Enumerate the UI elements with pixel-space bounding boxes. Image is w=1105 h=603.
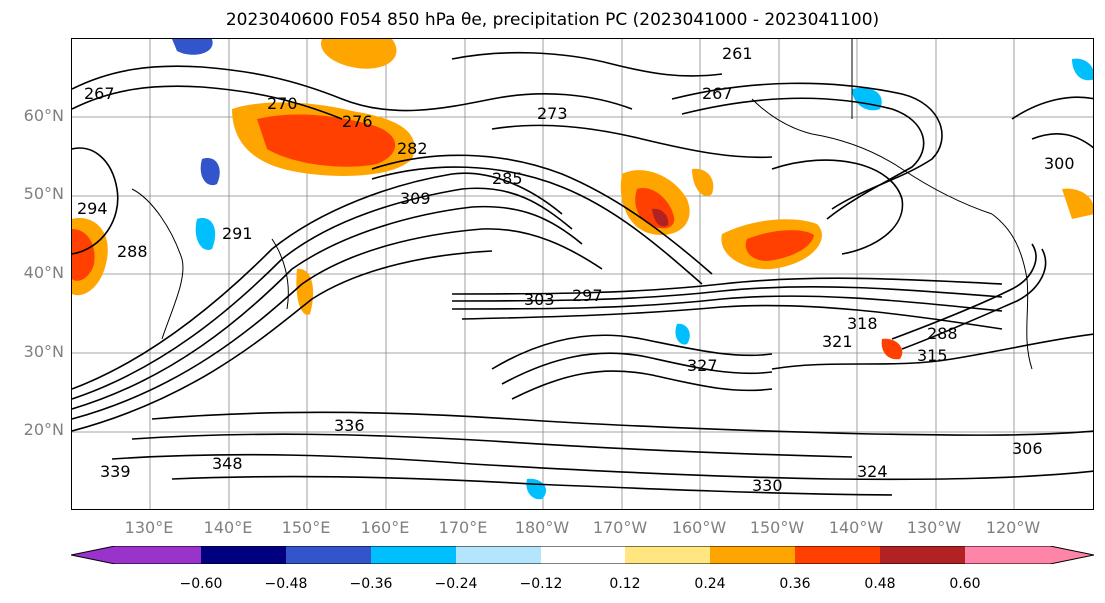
contour-label: 306 [1012, 439, 1043, 458]
contour-label: 261 [722, 44, 753, 63]
colorbar-segment [795, 546, 880, 564]
contour-label: 324 [857, 462, 888, 481]
map-title: 2023040600 F054 850 hPa θe, precipitatio… [225, 10, 880, 30]
contour-label: 321 [822, 332, 853, 351]
contour-label: 318 [847, 314, 878, 333]
contour-label: 336 [334, 416, 365, 435]
contour-label: 267 [702, 84, 733, 103]
colorbar-segment [456, 546, 541, 564]
colorbar-segment [286, 546, 371, 564]
contour-label-group: 267 270 273 276 282 285 309 303 297 318 … [77, 44, 1075, 495]
colorbar [71, 546, 1094, 564]
contour-label: 303 [524, 290, 555, 309]
colorbar-tick-label: 0.60 [949, 576, 981, 592]
lon-label: 140°E [203, 518, 253, 537]
theta-e-contours [72, 51, 1093, 496]
lon-label: 170°W [592, 518, 648, 537]
contour-label: 288 [117, 242, 148, 261]
colorbar-segment [710, 546, 795, 564]
colorbar-tick-label: −0.36 [349, 576, 393, 592]
contour-label: 276 [342, 112, 373, 131]
contour-label: 273 [537, 104, 568, 123]
contour-label: 270 [267, 94, 298, 113]
lat-label-40n: 40°N [23, 263, 64, 282]
lat-label-50n: 50°N [23, 184, 64, 203]
lon-label: 120°W [985, 518, 1041, 537]
colorbar-tick-label: −0.12 [519, 576, 563, 592]
lat-label-20n: 20°N [23, 420, 64, 439]
lon-label: 170°E [438, 518, 488, 537]
colorbar-segment [965, 546, 1050, 564]
contour-label: 282 [397, 139, 428, 158]
contour-label: 300 [1044, 154, 1075, 173]
colorbar-segment [880, 546, 965, 564]
contour-label: 339 [100, 462, 131, 481]
contour-label: 297 [572, 286, 603, 305]
contour-label: 309 [400, 189, 431, 208]
contour-label: 288 [927, 324, 958, 343]
map-canvas: 267 270 273 276 282 285 309 303 297 318 … [72, 39, 1093, 509]
lon-label: 150°E [281, 518, 331, 537]
contour-label: 294 [77, 199, 108, 218]
colorbar-tick-label: 0.36 [779, 576, 811, 592]
colorbar-segment [541, 546, 625, 564]
lon-label: 160°E [360, 518, 410, 537]
map-panel: 267 270 273 276 282 285 309 303 297 318 … [71, 38, 1094, 510]
contour-label: 267 [84, 84, 115, 103]
contour-label: 327 [687, 356, 718, 375]
colorbar-tick-label: −0.24 [434, 576, 478, 592]
contour-label: 285 [492, 169, 523, 188]
precip-patches [72, 39, 1093, 500]
lon-label: 130°E [124, 518, 174, 537]
lon-label: 140°W [828, 518, 884, 537]
contour-label: 348 [212, 454, 243, 473]
colorbar-segment [625, 546, 710, 564]
lon-label: 150°W [749, 518, 805, 537]
colorbar-tick-label: −0.60 [179, 576, 223, 592]
colorbar-tick-label: 0.24 [694, 576, 726, 592]
graticule [72, 39, 1093, 509]
colorbar-segment [115, 546, 201, 564]
colorbar-segment [371, 546, 456, 564]
lon-label: 130°W [906, 518, 962, 537]
colorbar-tick-label: 0.48 [864, 576, 896, 592]
colorbar-tick-label: −0.48 [264, 576, 308, 592]
colorbar-segment [201, 546, 286, 564]
lon-label: 180°W [514, 518, 570, 537]
lon-label: 160°W [671, 518, 727, 537]
coastlines [131, 39, 1033, 370]
colorbar-extend-high [1050, 546, 1094, 564]
lat-label-60n: 60°N [23, 106, 64, 125]
colorbar-extend-low [71, 546, 115, 564]
contour-label: 330 [752, 476, 783, 495]
contour-label: 315 [917, 346, 948, 365]
colorbar-tick-label: 0.12 [609, 576, 641, 592]
contour-label: 291 [222, 224, 253, 243]
lat-label-30n: 30°N [23, 342, 64, 361]
